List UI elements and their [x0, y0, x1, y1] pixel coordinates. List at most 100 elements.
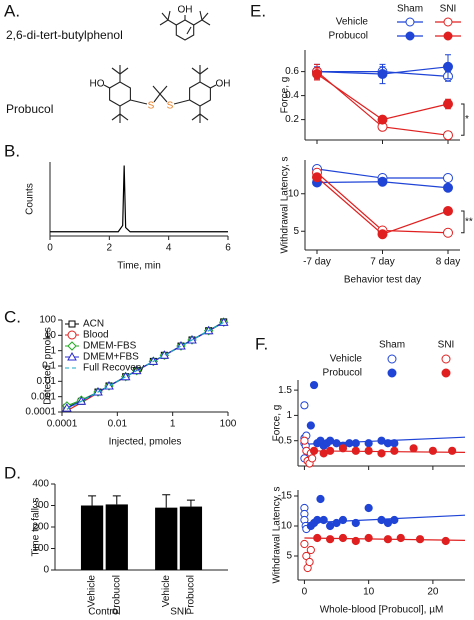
marker — [67, 341, 77, 351]
marker — [377, 229, 388, 240]
y-tick-label: 0.1 — [42, 361, 56, 372]
y-axis-label: Counts — [25, 183, 36, 215]
marker — [443, 182, 453, 193]
error-bar — [186, 499, 195, 507]
point — [326, 521, 335, 531]
x-tick-label: 0 — [302, 587, 308, 598]
point — [338, 533, 348, 543]
point — [300, 436, 309, 445]
legend-label: ACN — [83, 319, 104, 330]
x-axis-label: Whole-blood [Probucol], µM — [320, 605, 444, 616]
legend-label: Probucol — [323, 368, 362, 379]
x-tick-label: 4 — [166, 243, 172, 254]
y-tick-label: 0.6 — [285, 66, 299, 77]
point — [383, 518, 393, 528]
x-tick-label: -7 day — [303, 257, 331, 268]
point — [326, 535, 335, 544]
marker — [443, 61, 453, 72]
x-tick-label: 10 — [363, 587, 375, 598]
legend-header: SNI — [440, 4, 457, 15]
compound-name: Probucol — [6, 102, 53, 116]
x-tick-label: 0.01 — [108, 419, 128, 430]
point — [300, 401, 309, 410]
y-axis-label: Detected, pmoles — [43, 327, 54, 405]
marker — [443, 227, 453, 238]
point — [351, 536, 360, 546]
x-tick-label: 0.0001 — [47, 419, 78, 430]
y-tick-label: 0 — [43, 565, 49, 576]
legend-label: DMEM-FBS — [83, 341, 137, 352]
point — [300, 539, 309, 549]
series-line — [50, 165, 228, 233]
y-tick-label: 100 — [39, 315, 56, 326]
panel-label: B. — [4, 141, 20, 160]
point — [448, 446, 457, 455]
legend-marker — [443, 17, 453, 27]
x-tick-label: Probucol — [111, 575, 122, 614]
point — [306, 421, 315, 430]
error-bar — [88, 495, 97, 506]
atom-label: S — [167, 101, 174, 112]
bar — [179, 506, 203, 570]
y-tick-label: 5 — [286, 551, 292, 562]
point — [415, 535, 425, 544]
point — [428, 446, 437, 455]
y-tick-label: 10 — [45, 330, 57, 341]
y-tick-label: 5 — [293, 226, 299, 237]
error-bar — [162, 494, 171, 508]
legend-marker — [441, 368, 451, 378]
probucol-structure — [103, 65, 217, 123]
point — [377, 449, 386, 458]
legend-marker — [443, 31, 453, 41]
point — [390, 515, 399, 525]
point — [332, 518, 341, 528]
y-tick-label: 0.001 — [31, 391, 56, 402]
point — [306, 545, 315, 555]
point — [377, 515, 386, 525]
panel-label: F. — [255, 334, 268, 353]
y-tick-label: 1 — [50, 345, 56, 356]
y-tick-label: 1.5 — [278, 385, 292, 396]
marker — [68, 320, 76, 328]
y-tick-label: 1 — [286, 410, 292, 421]
panel-label: E. — [250, 1, 266, 20]
legend-header: SNI — [438, 340, 455, 351]
point — [441, 536, 450, 546]
panel-label: C. — [4, 307, 21, 326]
point — [364, 503, 373, 513]
panel-label: D. — [4, 463, 21, 482]
y-tick-label: 0.4 — [285, 90, 299, 101]
marker — [443, 99, 453, 109]
marker — [312, 172, 322, 183]
point — [326, 446, 335, 455]
x-tick-label: 0 — [47, 243, 53, 254]
y-tick-label: 100 — [32, 543, 49, 554]
compound-name: 2,6-di-tert-butylphenol — [6, 28, 123, 42]
point — [308, 454, 317, 463]
x-tick-label: 1 — [170, 419, 176, 430]
legend-label: Probucol — [329, 31, 368, 42]
x-tick-label: 6 — [225, 243, 231, 254]
significance-bracket — [461, 210, 465, 234]
bar — [80, 505, 104, 570]
marker — [443, 206, 453, 216]
atom-label: S — [148, 101, 155, 112]
x-tick-label: Probucol — [186, 575, 197, 614]
y-tick-label: 0.0001 — [25, 407, 56, 418]
phenol-structure — [159, 10, 211, 41]
legend-label: Full Recovery — [83, 363, 144, 374]
legend-label: Vehicle — [336, 17, 369, 28]
legend-marker — [441, 354, 451, 364]
point — [309, 446, 319, 455]
point — [351, 446, 360, 455]
marker — [67, 330, 77, 340]
y-axis-label: Withdrawal Latency, s — [280, 156, 291, 253]
legend-marker — [387, 368, 397, 378]
y-tick-label: 10 — [281, 521, 293, 532]
y-tick-label: 300 — [32, 500, 49, 511]
point — [364, 439, 373, 448]
point — [313, 533, 322, 543]
x-tick-label: 7 day — [370, 257, 394, 268]
point — [319, 515, 328, 525]
significance-bracket — [461, 103, 465, 136]
